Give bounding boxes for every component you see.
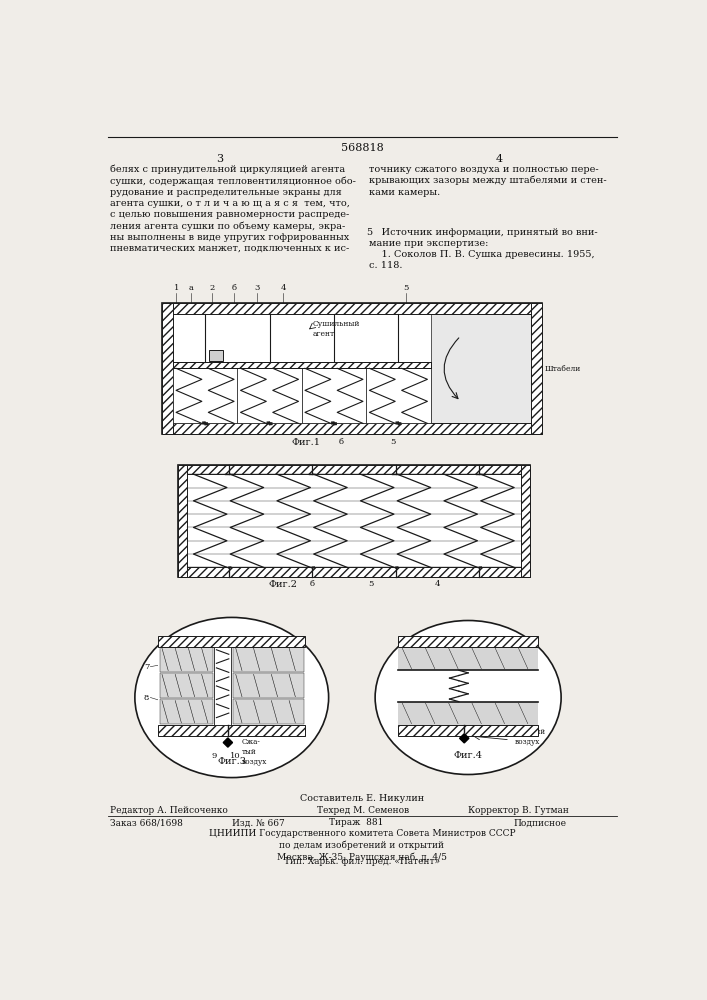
- Ellipse shape: [135, 617, 329, 778]
- Text: 9: 9: [211, 752, 216, 760]
- Bar: [214, 647, 231, 725]
- Bar: [177, 567, 530, 577]
- Text: Тип. Харьк. фил. пред. «Патент»: Тип. Харьк. фил. пред. «Патент»: [284, 857, 440, 866]
- Text: Фиг.3: Фиг.3: [217, 757, 246, 766]
- Bar: [177, 465, 530, 474]
- Polygon shape: [460, 734, 469, 743]
- Bar: [160, 647, 213, 672]
- Text: a: a: [188, 284, 193, 292]
- Text: Тираж  881: Тираж 881: [329, 818, 383, 827]
- Text: 10: 10: [230, 752, 241, 760]
- Text: 1: 1: [174, 284, 179, 292]
- Bar: [233, 647, 304, 672]
- Bar: [398, 636, 538, 647]
- Bar: [366, 368, 431, 423]
- Text: Штабели: Штабели: [545, 365, 581, 373]
- Text: Источник информации, принятый во вни-
мание при экспертизе:
    1. Соколов П. В.: Источник информации, принятый во вни- ма…: [369, 228, 597, 270]
- Bar: [160, 673, 213, 698]
- Text: б: б: [339, 438, 344, 446]
- Text: Фиг.4: Фиг.4: [454, 751, 483, 760]
- Bar: [398, 647, 538, 670]
- Text: Составитель Е. Никулин: Составитель Е. Никулин: [300, 794, 424, 803]
- Bar: [177, 465, 530, 577]
- Ellipse shape: [375, 620, 561, 774]
- Text: Фиг.1: Фиг.1: [292, 438, 321, 447]
- Bar: [177, 465, 187, 577]
- Text: Подписное: Подписное: [513, 818, 566, 827]
- Text: б: б: [310, 580, 315, 588]
- Polygon shape: [223, 738, 233, 747]
- Text: 3: 3: [255, 284, 260, 292]
- Text: белях с принудительной циркуляцией агента
сушки, содержащая тепловентиляционное : белях с принудительной циркуляцией агент…: [110, 165, 356, 253]
- Bar: [398, 647, 538, 725]
- Text: 2: 2: [209, 284, 215, 292]
- Text: Сжа-
тый
воздух: Сжа- тый воздух: [242, 738, 267, 766]
- Text: ЦНИИПИ Государственного комитета Совета Министров СССР
по делам изобретений и от: ЦНИИПИ Государственного комитета Совета …: [209, 829, 515, 862]
- Text: Сжатый
воздух: Сжатый воздух: [515, 728, 546, 746]
- Text: 8: 8: [144, 694, 149, 702]
- Text: Изд. № 667: Изд. № 667: [232, 818, 284, 827]
- Bar: [158, 725, 305, 736]
- Text: 4: 4: [281, 284, 286, 292]
- Text: Техред М. Семенов: Техред М. Семенов: [317, 806, 409, 815]
- Text: 7: 7: [144, 663, 149, 671]
- Text: точнику сжатого воздуха и полностью пере-
крывающих зазоры между штабелями и сте: точнику сжатого воздуха и полностью пере…: [369, 165, 607, 197]
- Bar: [398, 702, 538, 725]
- Bar: [162, 303, 173, 434]
- Bar: [160, 699, 213, 724]
- Bar: [173, 314, 531, 423]
- Bar: [238, 368, 302, 423]
- Bar: [162, 303, 542, 314]
- Text: Корректор В. Гутман: Корректор В. Гутман: [468, 806, 569, 815]
- Bar: [431, 314, 531, 423]
- Text: 5: 5: [366, 228, 372, 237]
- Bar: [173, 368, 238, 423]
- Text: б: б: [231, 284, 236, 292]
- Text: Редактор А. Пейсоченко: Редактор А. Пейсоченко: [110, 806, 228, 815]
- Text: 4: 4: [435, 580, 440, 588]
- Bar: [158, 636, 305, 647]
- Text: Фиг.2: Фиг.2: [269, 580, 298, 589]
- Bar: [187, 474, 521, 567]
- Bar: [398, 725, 538, 736]
- Text: 3: 3: [216, 154, 223, 164]
- Text: Заказ 668/1698: Заказ 668/1698: [110, 818, 183, 827]
- Text: 5: 5: [368, 580, 373, 588]
- Text: 5: 5: [390, 438, 395, 446]
- Bar: [209, 350, 223, 361]
- Text: Сушильный
агент: Сушильный агент: [312, 320, 360, 338]
- Text: 568818: 568818: [341, 143, 383, 153]
- Bar: [162, 423, 542, 434]
- Text: 4: 4: [496, 154, 503, 164]
- Bar: [173, 362, 431, 368]
- Bar: [162, 303, 542, 434]
- Bar: [158, 647, 305, 725]
- Bar: [233, 699, 304, 724]
- Text: 5: 5: [403, 284, 408, 292]
- Bar: [302, 368, 366, 423]
- Bar: [531, 303, 542, 434]
- Bar: [233, 673, 304, 698]
- Bar: [521, 465, 530, 577]
